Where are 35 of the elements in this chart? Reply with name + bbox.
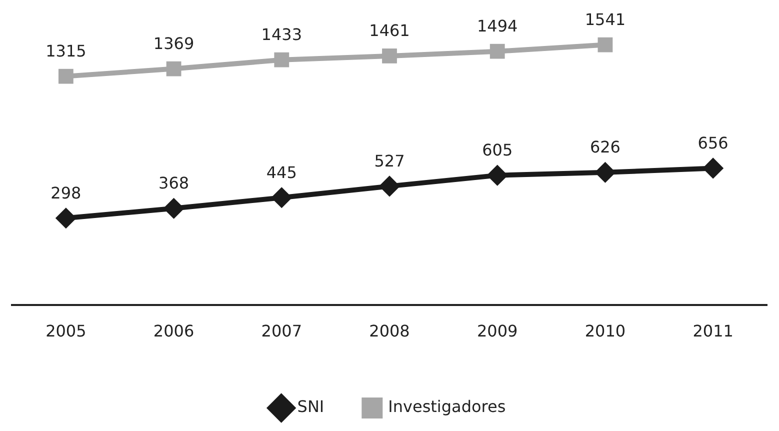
data-label: 656 [698, 133, 728, 152]
x-tick-label: 2009 [477, 322, 518, 341]
point [380, 176, 399, 196]
legend-label: SNI [297, 397, 324, 416]
data-label: 1541 [584, 10, 626, 29]
point [272, 188, 292, 208]
point [58, 68, 74, 84]
point [382, 48, 397, 64]
x-tick-label: 2011 [692, 322, 734, 341]
x-tick-label: 2006 [153, 322, 194, 341]
point [164, 198, 184, 218]
data-label: 445 [266, 162, 297, 182]
data-label: 298 [50, 183, 82, 202]
data-label: 368 [158, 174, 190, 193]
data-label: 626 [590, 138, 620, 157]
data-label: 1433 [261, 25, 302, 44]
point [596, 162, 615, 182]
point [490, 44, 505, 59]
point [166, 61, 182, 76]
data-label: 527 [374, 151, 405, 170]
point [598, 37, 613, 52]
x-tick-label: 2010 [584, 322, 626, 341]
legend-label: Investigadores [388, 397, 506, 416]
point [274, 52, 290, 68]
data-label: 605 [482, 140, 513, 160]
data-label: 1494 [477, 16, 518, 36]
x-tick-label: 2008 [369, 322, 410, 341]
x-tick-label: 2005 [46, 322, 86, 341]
data-label: 1369 [153, 34, 194, 53]
data-label: 1315 [46, 41, 86, 60]
point [56, 208, 76, 228]
point [704, 158, 723, 178]
x-tick-label: 2007 [261, 322, 302, 341]
data-label: 1461 [369, 21, 410, 40]
point [488, 166, 507, 185]
